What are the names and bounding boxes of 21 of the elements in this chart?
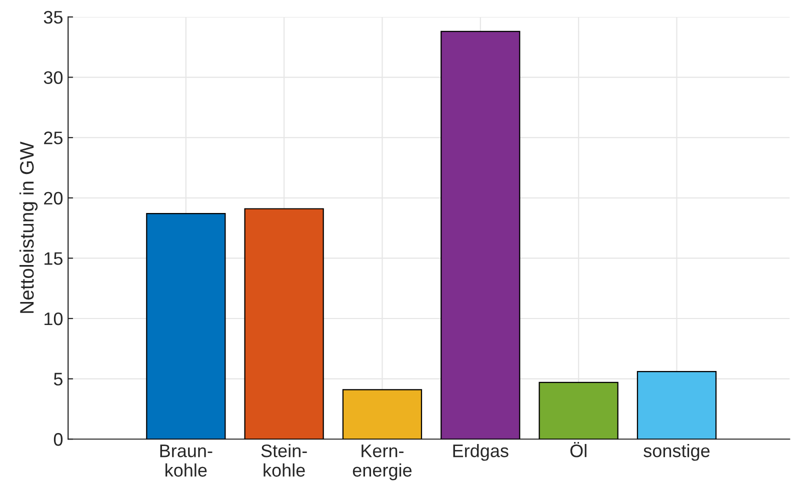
bar	[440, 30, 520, 440]
x-tick-label: Erdgas	[453, 444, 508, 461]
bar	[342, 389, 422, 440]
y-tick-label: 25	[44, 132, 62, 144]
y-tick-label: 35	[44, 10, 62, 24]
y-tick-label: 10	[44, 312, 63, 326]
y-tick-label: 20	[44, 192, 63, 205]
y-tick-label: 15	[44, 252, 62, 265]
bar	[538, 382, 618, 440]
y-tick-label: 30	[44, 71, 63, 84]
bar	[146, 213, 226, 440]
bar	[244, 208, 324, 440]
bar	[636, 371, 717, 440]
x-tick-label: Braun- kohle	[160, 444, 212, 477]
y-tick-label: 5	[54, 372, 62, 386]
y-axis-title: Nettoleistung in GW	[19, 142, 38, 313]
x-tick-label: sonstige	[644, 444, 710, 461]
x-tick-label: Kern- energie	[352, 444, 412, 480]
y-tick-label: 0	[54, 433, 63, 446]
x-tick-label: Stein- kohle	[261, 444, 307, 477]
x-tick-label: Öl	[570, 442, 586, 458]
